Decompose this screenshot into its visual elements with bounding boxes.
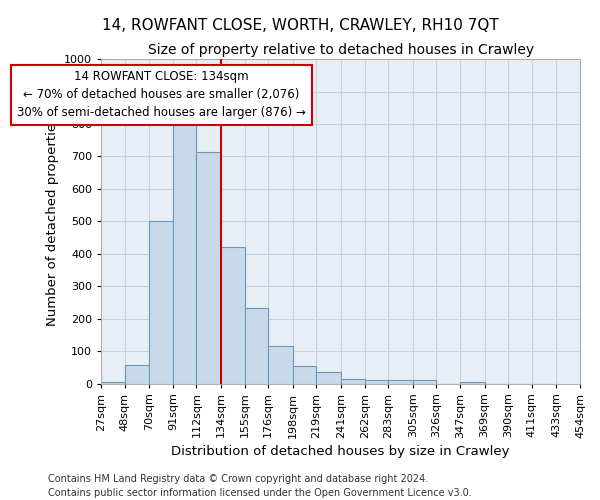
Bar bbox=[149, 222, 173, 384]
X-axis label: Distribution of detached houses by size in Crawley: Distribution of detached houses by size … bbox=[172, 444, 510, 458]
Bar bbox=[221, 247, 245, 384]
Bar bbox=[341, 378, 365, 384]
Bar bbox=[388, 380, 413, 384]
Bar bbox=[460, 382, 485, 384]
Bar bbox=[413, 380, 436, 384]
Bar bbox=[173, 116, 196, 384]
Text: 14, ROWFANT CLOSE, WORTH, CRAWLEY, RH10 7QT: 14, ROWFANT CLOSE, WORTH, CRAWLEY, RH10 … bbox=[101, 18, 499, 32]
Bar bbox=[245, 308, 268, 384]
Bar bbox=[101, 382, 125, 384]
Y-axis label: Number of detached properties: Number of detached properties bbox=[46, 116, 59, 326]
Text: 14 ROWFANT CLOSE: 134sqm
← 70% of detached houses are smaller (2,076)
30% of sem: 14 ROWFANT CLOSE: 134sqm ← 70% of detach… bbox=[17, 70, 305, 120]
Bar bbox=[196, 152, 221, 384]
Bar bbox=[125, 365, 149, 384]
Bar bbox=[293, 366, 316, 384]
Bar bbox=[365, 380, 388, 384]
Bar bbox=[316, 372, 341, 384]
Text: Contains HM Land Registry data © Crown copyright and database right 2024.
Contai: Contains HM Land Registry data © Crown c… bbox=[48, 474, 472, 498]
Bar bbox=[268, 346, 293, 384]
Title: Size of property relative to detached houses in Crawley: Size of property relative to detached ho… bbox=[148, 42, 533, 56]
